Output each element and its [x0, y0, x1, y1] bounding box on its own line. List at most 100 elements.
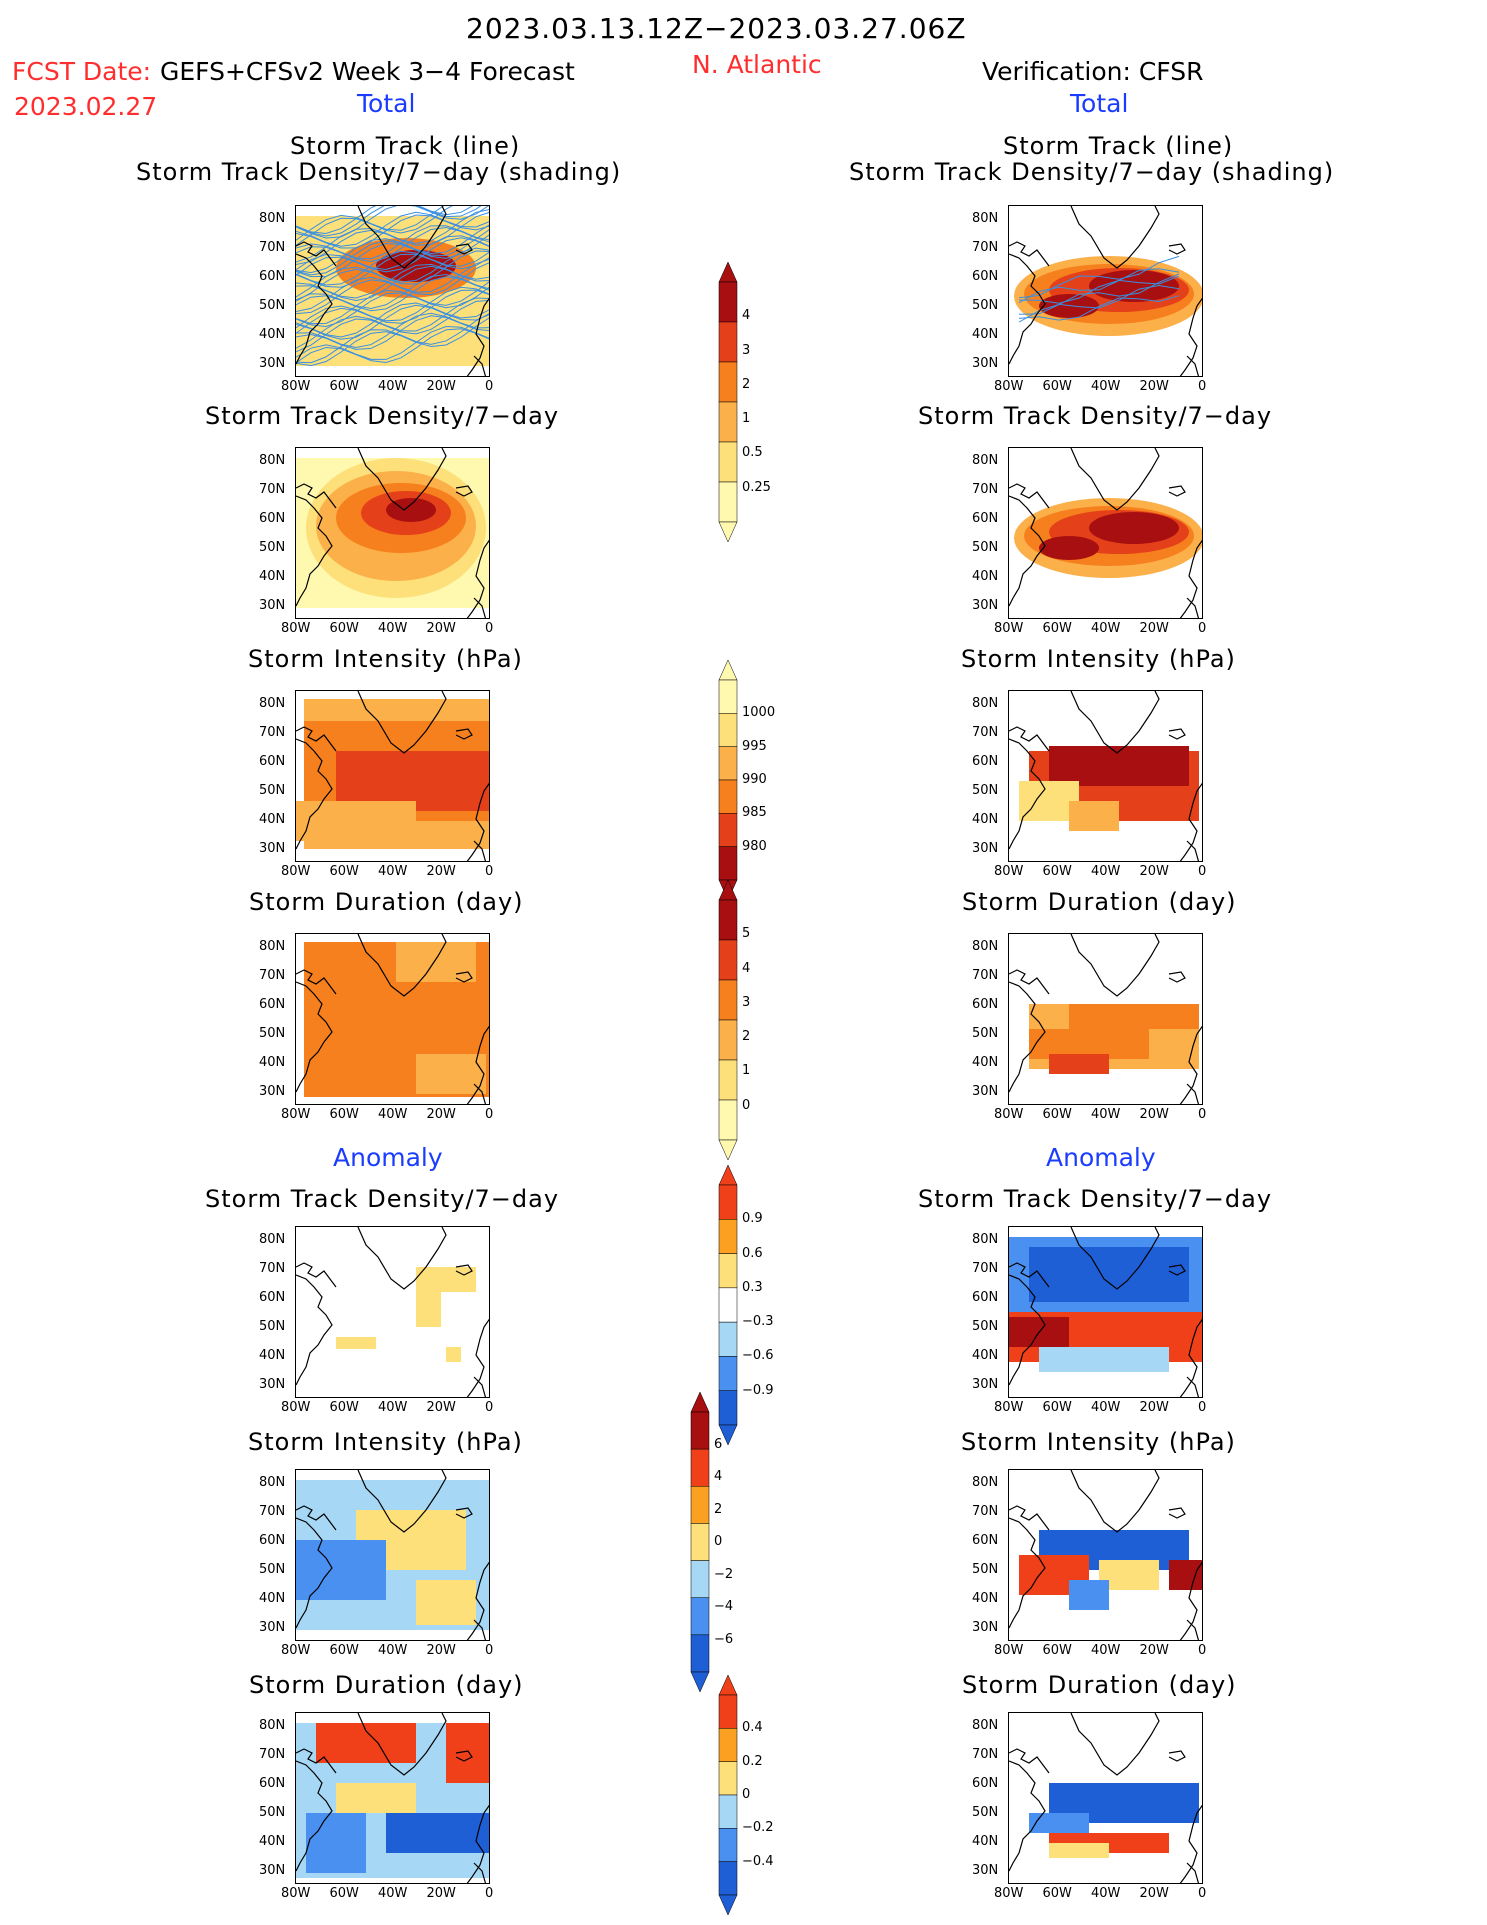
- lon-tick-label: 80W: [281, 1643, 311, 1658]
- lat-tick-label: 60N: [259, 269, 286, 284]
- storm-track-line: [296, 226, 489, 263]
- map-shading: [296, 1470, 489, 1640]
- lat-tick-label: 40N: [972, 569, 999, 584]
- shading-cell: [296, 1540, 386, 1600]
- lon-tick-label: 80W: [281, 864, 311, 879]
- lon-tick-label: 0: [1198, 864, 1207, 879]
- colorbar-label: 0: [742, 1097, 751, 1113]
- coastline: [1179, 782, 1202, 861]
- map-panel: [1008, 447, 1203, 619]
- colorbar-label: 0.3: [742, 1279, 763, 1295]
- coastline: [1168, 728, 1186, 740]
- coastline: [1009, 1748, 1050, 1774]
- lat-tick-label: 80N: [259, 1232, 286, 1247]
- coastline: [455, 728, 473, 740]
- colorbar-arrow-bottom: [718, 1424, 738, 1446]
- coastline: [1009, 1274, 1046, 1386]
- fcst-date-label: FCST Date:: [12, 57, 152, 86]
- colorbar-swatch: [690, 1486, 710, 1524]
- anomaly-label-right: Anomaly: [1046, 1143, 1156, 1172]
- coastline: [1168, 1264, 1186, 1276]
- coastline: [296, 981, 333, 1093]
- lat-tick-label: 70N: [972, 725, 999, 740]
- coastline: [1179, 539, 1202, 618]
- lat-tick-label: 30N: [259, 841, 286, 856]
- colorbar-swatch: [718, 1059, 738, 1101]
- colorbar-arrow-bottom: [718, 521, 738, 543]
- lat-tick-label: 30N: [972, 598, 999, 613]
- lat-tick-label: 40N: [972, 1348, 999, 1363]
- lat-tick-label: 50N: [259, 298, 286, 313]
- colorbar-label: 1000: [742, 705, 776, 721]
- colorbar-swatch: [718, 1728, 738, 1762]
- lat-tick-label: 80N: [259, 1718, 286, 1733]
- coastline: [473, 355, 487, 376]
- shading-cell: [336, 1337, 376, 1349]
- colorbar-label: 0.5: [742, 445, 763, 461]
- storm-track-line: [296, 265, 489, 301]
- colorbar-density-anom: 0.9 0.6 0.3 −0.3 −0.6 −0.9: [718, 1164, 774, 1449]
- shading-cell: [1069, 1004, 1199, 1029]
- storm-track-line: [296, 206, 453, 246]
- lat-tick-label: 30N: [972, 356, 999, 371]
- colorbar-label: −0.2: [742, 1820, 774, 1836]
- map-panel: [1008, 933, 1203, 1105]
- colorbar-intensity-anom: 6 4 2 0 −2 −4 −6: [690, 1391, 733, 1696]
- lon-tick-label: 0: [1198, 1886, 1207, 1901]
- lat-tick-label: 70N: [972, 1504, 999, 1519]
- lat-tick-label: 40N: [972, 812, 999, 827]
- lat-tick-label: 80N: [972, 696, 999, 711]
- lon-tick-label: 20W: [1139, 1643, 1169, 1658]
- coastline: [455, 485, 473, 497]
- colorbar-swatch: [718, 1184, 738, 1220]
- storm-track-line: [296, 302, 489, 338]
- total-label-right: Total: [1070, 89, 1129, 118]
- lon-tick-label: 80W: [994, 864, 1024, 879]
- map-panel: [295, 690, 490, 862]
- lat-tick-label: 40N: [259, 1348, 286, 1363]
- shading-cell: [1029, 1813, 1089, 1833]
- coastline: [1186, 1376, 1200, 1397]
- map-panel: [295, 205, 490, 377]
- coastline: [1070, 1227, 1160, 1290]
- coastline: [1009, 1517, 1046, 1629]
- storm-track-line: [296, 315, 489, 350]
- coastline: [455, 1264, 473, 1276]
- map-shading: [1009, 1227, 1202, 1397]
- lon-tick-label: 60W: [329, 1107, 359, 1122]
- storm-track-line: [1018, 268, 1180, 304]
- lat-tick-label: 60N: [259, 511, 286, 526]
- lon-tick-label: 60W: [329, 1643, 359, 1658]
- shading-cell: [316, 1723, 416, 1763]
- colorbar-swatch: [690, 1634, 710, 1673]
- panel-title-duration-left: Storm Duration (day): [249, 888, 524, 916]
- coastline: [1009, 981, 1046, 1093]
- panel-title-anom-duration-left: Storm Duration (day): [249, 1671, 524, 1699]
- coastline: [473, 1619, 487, 1640]
- lat-tick-label: 70N: [259, 968, 286, 983]
- lon-tick-label: 80W: [281, 379, 311, 394]
- panel-title-track-line-left: Storm Track (line): [290, 132, 521, 160]
- panel-title-track-shading-left: Storm Track Density/7−day (shading): [136, 158, 622, 186]
- colorbar-arrow-bottom: [718, 1894, 738, 1916]
- storm-track-line: [1018, 273, 1180, 315]
- lon-tick-label: 40W: [378, 1886, 408, 1901]
- lon-tick-label: 40W: [1091, 621, 1121, 636]
- lat-tick-label: 50N: [259, 1319, 286, 1334]
- lat-tick-label: 50N: [972, 540, 999, 555]
- lat-tick-label: 30N: [259, 1620, 286, 1635]
- storm-track-line: [296, 313, 489, 364]
- coastline: [473, 1862, 487, 1883]
- lat-tick-label: 40N: [259, 327, 286, 342]
- shading-cell: [306, 1813, 366, 1873]
- colorbar-swatch: [690, 1448, 710, 1487]
- lat-tick-label: 40N: [972, 1055, 999, 1070]
- colorbar-swatch: [718, 361, 738, 403]
- colorbar-intensity-total: 1000 995 990 985 980: [718, 659, 775, 904]
- coastline: [1186, 597, 1200, 618]
- lat-tick-label: 40N: [259, 1055, 286, 1070]
- lon-tick-label: 20W: [426, 379, 456, 394]
- coastline: [357, 206, 447, 269]
- panel-title-anom-intensity-right: Storm Intensity (hPa): [961, 1428, 1236, 1456]
- colorbar-swatch: [718, 899, 738, 941]
